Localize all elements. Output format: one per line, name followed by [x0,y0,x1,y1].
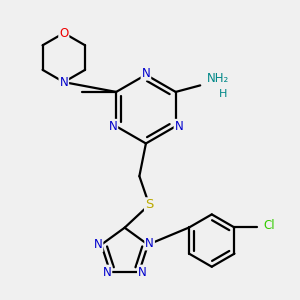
Text: O: O [59,26,68,40]
Text: N: N [138,266,147,279]
Text: Cl: Cl [263,219,275,232]
Text: N: N [59,76,68,88]
Text: N: N [94,238,102,251]
Text: N: N [103,266,111,279]
Text: N: N [109,120,117,133]
Text: N: N [175,120,183,133]
Text: NH₂: NH₂ [207,72,229,85]
Text: N: N [142,67,150,80]
Text: H: H [219,88,227,99]
Text: N: N [145,236,154,250]
Text: S: S [145,198,153,211]
